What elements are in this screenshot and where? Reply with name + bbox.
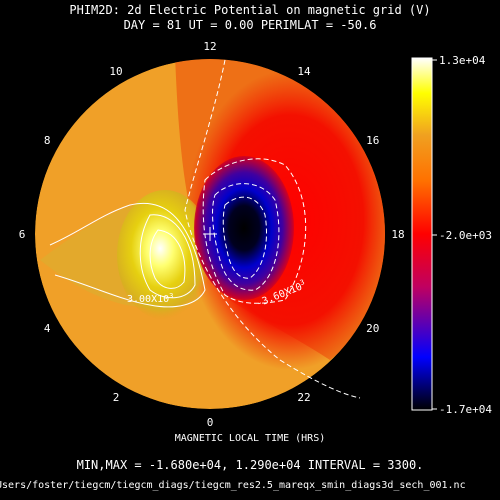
clock-label-10: 10 — [109, 65, 122, 78]
pole-marker — [203, 227, 217, 241]
clock-label-8: 8 — [44, 134, 51, 147]
clock-label-16: 16 — [366, 134, 379, 147]
negative-cell — [194, 156, 294, 300]
contour-positive-outer — [49, 202, 206, 308]
clock-label-18: 18 — [391, 228, 404, 241]
x-axis-label: MAGNETIC LOCAL TIME (HRS) — [174, 433, 326, 444]
colorbar-label-mid: -2.0e+03 — [439, 229, 492, 242]
clock-label-6: 6 — [19, 228, 26, 241]
colorbar — [411, 57, 433, 411]
dashed-contours — [184, 59, 361, 399]
clock-label-14: 14 — [297, 65, 311, 78]
positive-cell — [117, 190, 213, 320]
contour-positive-mid — [139, 214, 196, 299]
clock-label-12: 12 — [203, 40, 216, 53]
clock-label-2: 2 — [113, 391, 120, 404]
contour-negative-inner — [222, 196, 268, 279]
clock-label-4: 4 — [44, 322, 51, 335]
file-path: Users/foster/tiegcm/tiegcm_diags/tiegcm_… — [0, 480, 466, 491]
clock-label-22: 22 — [297, 391, 310, 404]
chart-title: PHIM2D: 2d Electric Potential on magneti… — [69, 3, 431, 17]
potential-field — [35, 59, 385, 409]
contour-label-positive: 3.00X103 — [127, 292, 173, 305]
clock-labels: 12 14 16 18 20 22 0 2 4 6 8 10 — [19, 40, 405, 429]
minmax-readout: MIN,MAX = -1.680e+04, 1.290e+04 INTERVAL… — [76, 458, 424, 472]
clock-label-0: 0 — [207, 416, 214, 429]
contour-negative-outer — [202, 158, 307, 304]
contour-negative-mid — [212, 183, 280, 291]
clock-label-20: 20 — [366, 322, 379, 335]
colorbar-label-min: -1.7e+04 — [439, 403, 492, 416]
colorbar-label-max: 1.3e+04 — [439, 54, 486, 67]
contour-lines — [49, 202, 206, 308]
contour-positive-inner — [149, 229, 186, 289]
chart-subtitle: DAY = 81 UT = 0.00 PERIMLAT = -50.6 — [123, 18, 377, 32]
